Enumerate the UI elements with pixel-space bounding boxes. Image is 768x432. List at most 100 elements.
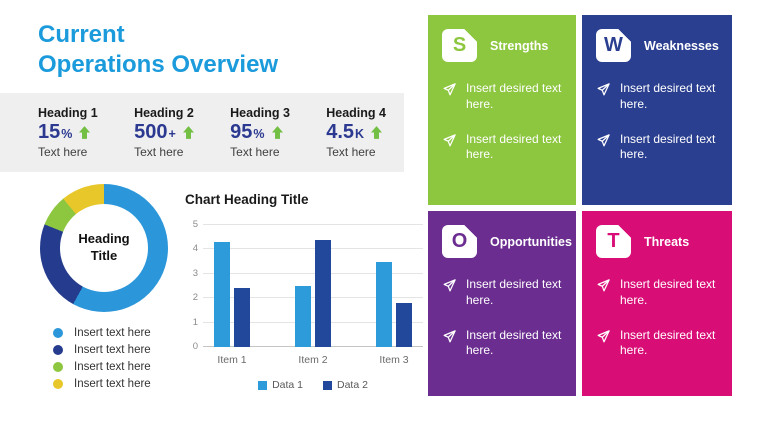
bar-chart-title: Chart Heading Title	[185, 192, 309, 207]
donut-legend-dot	[53, 327, 63, 338]
slide-title: Current Operations Overview	[38, 20, 278, 80]
paper-plane-icon	[442, 133, 457, 164]
quadrant-bullet-text: Insert desired text here.	[620, 131, 716, 162]
stat-suffix: %	[61, 127, 73, 141]
quadrant-header: O Opportunities	[442, 225, 572, 258]
bar-data-2	[234, 288, 250, 347]
legend-swatch	[258, 380, 268, 390]
quadrant-bullet-text: Insert desired text here.	[620, 81, 716, 111]
quadrant-letter: O	[451, 230, 468, 252]
quadrant-letter: S	[452, 34, 467, 56]
donut-center-label: Heading Title	[78, 231, 130, 263]
gridline: 3	[193, 268, 423, 279]
stat-card-2: Heading 2 500 + Text here	[134, 106, 194, 159]
quadrant-bullet-text: Insert desired text here.	[466, 277, 562, 307]
bar-group	[376, 225, 412, 347]
stat-heading: Heading 2	[134, 106, 194, 120]
donut-hole: Heading Title	[60, 204, 148, 292]
donut-legend: Insert text here Insert text here Insert…	[53, 326, 151, 390]
trend-up-icon	[182, 126, 194, 139]
swot-grid: S Strengths Insert desired text here. In…	[428, 15, 732, 396]
quadrant-badge: O	[442, 225, 477, 258]
quadrant-bullet: Insert desired text here.	[442, 277, 566, 309]
stat-heading: Heading 4	[326, 106, 386, 120]
gridline: 1	[193, 317, 423, 328]
quadrant-header: W Weaknesses	[596, 29, 722, 62]
y-tick-label: 5	[192, 219, 198, 230]
stat-value-group: 95 %	[230, 121, 264, 144]
y-tick-label: 4	[192, 243, 198, 255]
quadrant-letter: W	[604, 34, 623, 56]
legend-item: Data 1	[258, 379, 303, 391]
donut-legend-label: Insert text here	[74, 326, 151, 339]
quadrant-bullet: Insert desired text here.	[596, 81, 722, 113]
y-tick-label: 2	[192, 292, 198, 304]
quadrant-title: Strengths	[490, 38, 549, 53]
slide-title-line2: Operations Overview	[38, 51, 279, 78]
trend-up-icon	[79, 126, 91, 139]
stat-value-group: 4.5 K	[326, 121, 364, 144]
stat-value: 500	[134, 121, 168, 143]
swot-quadrant-strengths: S Strengths Insert desired text here. In…	[428, 15, 576, 205]
paper-plane-icon	[596, 278, 611, 309]
quadrant-title: Threats	[644, 234, 690, 249]
quadrant-badge: T	[596, 225, 631, 258]
quadrant-badge: S	[442, 29, 477, 62]
y-tick-label: 0	[192, 341, 198, 352]
stat-caption: Text here	[230, 145, 280, 159]
quadrant-badge: W	[596, 29, 631, 62]
gridline: 0	[193, 341, 423, 352]
gridline: 4	[193, 243, 423, 254]
quadrant-bullet: Insert desired text here.	[596, 132, 722, 164]
bar-chart-legend: Data 1 Data 2	[203, 379, 423, 391]
quadrant-bullet-text: Insert desired text here.	[466, 327, 562, 358]
stat-value: 15	[38, 121, 61, 143]
x-axis-label: Item 3	[379, 354, 409, 366]
donut-legend-label: Insert text here	[74, 377, 151, 390]
legend-label: Data 2	[337, 379, 368, 391]
bar-groups	[203, 225, 423, 347]
stat-card-4: Heading 4 4.5 K Text here	[326, 106, 386, 159]
quadrant-title: Weaknesses	[644, 38, 719, 53]
bar-group	[295, 225, 331, 347]
legend-swatch	[323, 380, 332, 390]
y-tick-label: 3	[192, 267, 198, 279]
donut-legend-label: Insert text here	[74, 343, 151, 356]
stat-card-3: Heading 3 95 % Text here	[230, 106, 290, 159]
donut-legend-dot	[53, 361, 63, 372]
swot-quadrant-threats: T Threats Insert desired text here. Inse…	[582, 211, 732, 396]
quadrant-bullet-text: Insert desired text here.	[620, 277, 716, 307]
slide-title-line1: Current	[38, 21, 125, 48]
quadrant-bullet: Insert desired text here.	[442, 132, 566, 164]
bar-data-2	[396, 303, 412, 347]
stat-caption: Text here	[38, 145, 88, 159]
stat-value: 4.5	[326, 121, 355, 143]
quadrant-bullet-text: Insert desired text here.	[620, 327, 716, 358]
paper-plane-icon	[442, 82, 457, 113]
swot-quadrant-weaknesses: W Weaknesses Insert desired text here. I…	[582, 15, 732, 205]
quadrant-title: Opportunities	[490, 234, 572, 249]
quadrant-bullet: Insert desired text here.	[442, 328, 566, 360]
bar-data-2	[315, 239, 331, 347]
donut-chart: Heading Title	[40, 184, 168, 312]
legend-item: Data 2	[323, 379, 368, 391]
stat-heading: Heading 1	[38, 106, 98, 120]
quadrant-bullet-text: Insert desired text here.	[466, 131, 562, 162]
paper-plane-icon	[442, 278, 457, 309]
trend-up-icon	[371, 126, 383, 139]
stats-band: Heading 1 15 % Text here Heading 2 500 +…	[0, 93, 404, 172]
paper-plane-icon	[596, 133, 611, 164]
quadrant-header: S Strengths	[442, 29, 566, 62]
stat-suffix: %	[253, 127, 265, 141]
donut-legend-item: Insert text here	[53, 326, 151, 339]
bar-data-1	[376, 261, 392, 347]
donut-legend-dot	[53, 378, 63, 389]
swot-quadrant-opportunities: O Opportunities Insert desired text here…	[428, 211, 576, 396]
donut-legend-item: Insert text here	[53, 377, 151, 390]
donut-legend-item: Insert text here	[53, 360, 151, 373]
stat-card-1: Heading 1 15 % Text here	[38, 106, 98, 159]
quadrant-bullet-text: Insert desired text here.	[466, 81, 562, 111]
paper-plane-icon	[596, 329, 611, 360]
bar-group	[214, 225, 250, 347]
